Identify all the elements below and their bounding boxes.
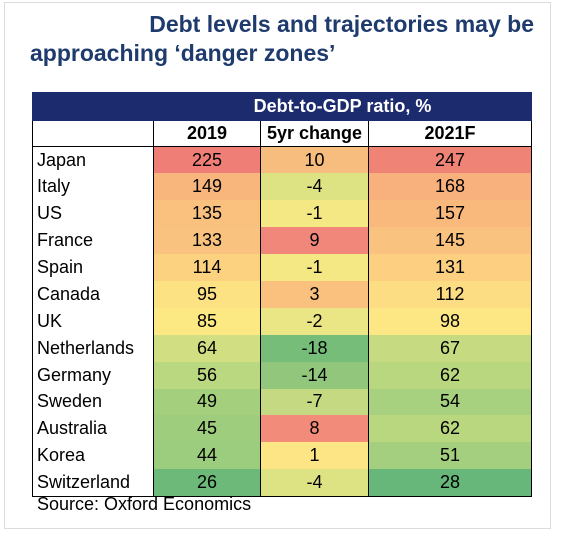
value-2021f-cell: 98 [368, 307, 533, 335]
value-5yr-change-cell: -2 [260, 307, 369, 335]
country-cell: US [32, 200, 154, 228]
country-cell: Switzerland [32, 469, 154, 497]
table-row: Australia 45 8 62 [32, 415, 533, 443]
column-header-5yr-change: 5yr change [260, 120, 369, 147]
table-body: Japan 225 10 247 Italy 149 -4 168 US 135 -1 157 Fran… [32, 146, 533, 497]
country-cell: UK [32, 307, 154, 335]
value-2021f-cell: 51 [368, 442, 533, 470]
country-cell: Netherlands [32, 334, 154, 362]
group-header-blank [32, 92, 154, 121]
table-row: Japan 225 10 247 [32, 146, 533, 174]
country-cell: Sweden [32, 388, 154, 416]
column-header-row: 2019 5yr change 2021F [32, 120, 533, 147]
value-2021f-cell: 247 [368, 146, 533, 174]
country-cell: Germany [32, 361, 154, 389]
value-5yr-change-cell: -4 [260, 469, 369, 497]
value-2019-cell: 149 [153, 173, 261, 201]
value-5yr-change-cell: 1 [260, 442, 369, 470]
value-5yr-change-cell: 8 [260, 415, 369, 443]
country-cell: France [32, 227, 154, 255]
value-2019-cell: 225 [153, 146, 261, 174]
value-5yr-change-cell: 3 [260, 280, 369, 308]
debt-table: Debt-to-GDP ratio, % 2019 5yr change 202… [32, 92, 533, 497]
value-5yr-change-cell: 10 [260, 146, 369, 174]
value-2021f-cell: 62 [368, 361, 533, 389]
title-line-2: approaching ‘danger zones’ [30, 40, 336, 66]
source-note: Source: Oxford Economics [37, 494, 252, 514]
value-2019-cell: 64 [153, 334, 261, 362]
column-header-2021f: 2021F [367, 120, 533, 147]
value-5yr-change-cell: -14 [260, 361, 369, 389]
country-cell: Australia [32, 415, 154, 443]
country-cell: Canada [32, 280, 154, 308]
value-2021f-cell: 157 [368, 200, 533, 228]
group-header-row: Debt-to-GDP ratio, % [32, 92, 533, 121]
value-5yr-change-cell: -1 [260, 254, 369, 281]
value-2019-cell: 133 [153, 227, 261, 255]
value-5yr-change-cell: 9 [260, 227, 369, 255]
table-row: Canada 95 3 112 [32, 280, 533, 308]
value-2019-cell: 135 [153, 200, 261, 228]
value-5yr-change-cell: -4 [260, 173, 369, 201]
column-header-country [32, 120, 154, 147]
value-2019-cell: 85 [153, 307, 261, 335]
column-header-2019: 2019 [153, 120, 261, 147]
table-row: Switzerland 26 -4 28 [32, 469, 533, 497]
table-row: Germany 56 -14 62 [32, 361, 533, 389]
value-2019-cell: 26 [153, 469, 261, 497]
table-row: Netherlands 64 -18 67 [32, 334, 533, 362]
value-2021f-cell: 62 [368, 415, 533, 443]
value-5yr-change-cell: -18 [260, 334, 369, 362]
figure-frame [4, 2, 551, 529]
value-2019-cell: 95 [153, 280, 261, 308]
title-line-1: Debt levels and trajectories may be [149, 11, 534, 37]
value-2019-cell: 49 [153, 388, 261, 416]
table-row: Italy 149 -4 168 [32, 173, 533, 201]
value-2021f-cell: 168 [368, 173, 533, 201]
value-5yr-change-cell: -1 [260, 200, 369, 228]
table-row: UK 85 -2 98 [32, 307, 533, 335]
country-cell: Italy [32, 173, 154, 201]
value-2021f-cell: 54 [368, 388, 533, 416]
country-cell: Korea [32, 442, 154, 470]
value-2019-cell: 44 [153, 442, 261, 470]
table-row: France 133 9 145 [32, 227, 533, 255]
chart-title: Debt levels and trajectories may be appr… [14, 10, 534, 68]
table-row: Spain 114 -1 131 [32, 254, 533, 281]
value-5yr-change-cell: -7 [260, 388, 369, 416]
table-row: Sweden 49 -7 54 [32, 388, 533, 416]
value-2021f-cell: 112 [368, 280, 533, 308]
country-cell: Japan [32, 146, 154, 174]
value-2021f-cell: 145 [368, 227, 533, 255]
value-2019-cell: 45 [153, 415, 261, 443]
value-2021f-cell: 67 [368, 334, 533, 362]
country-cell: Spain [32, 254, 154, 281]
group-header: Debt-to-GDP ratio, % [152, 92, 533, 121]
value-2021f-cell: 131 [368, 254, 533, 281]
table-row: Korea 44 1 51 [32, 442, 533, 470]
value-2021f-cell: 28 [368, 469, 533, 497]
value-2019-cell: 56 [153, 361, 261, 389]
table-row: US 135 -1 157 [32, 200, 533, 228]
value-2019-cell: 114 [153, 254, 261, 281]
